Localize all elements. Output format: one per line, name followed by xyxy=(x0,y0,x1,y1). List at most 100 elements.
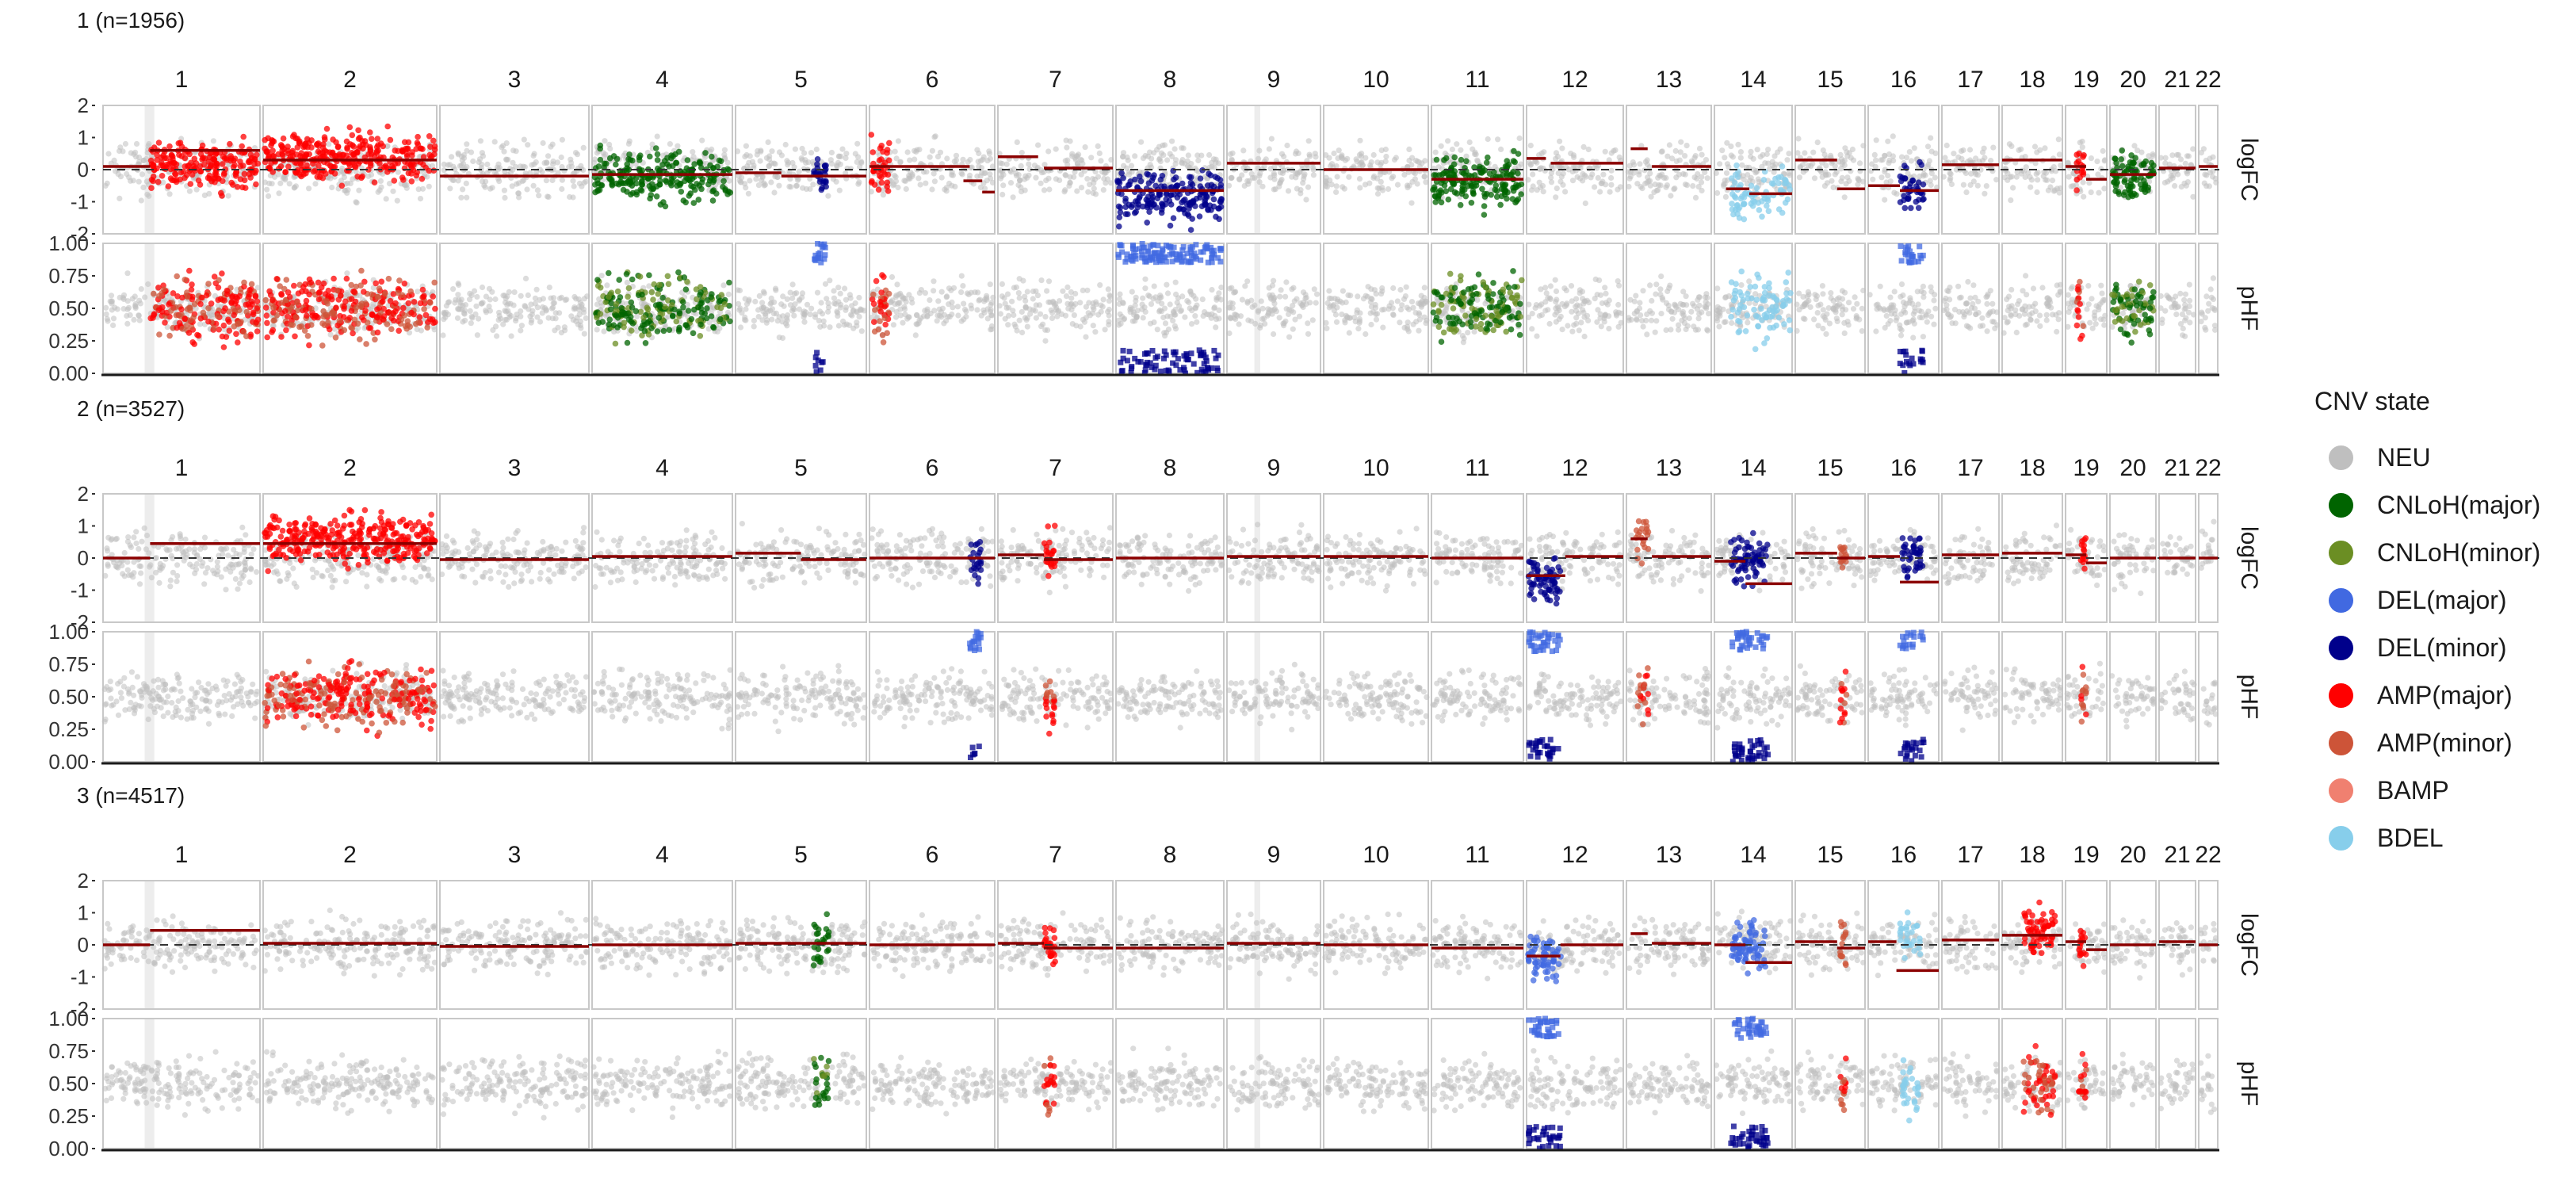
neu-point xyxy=(1016,276,1022,282)
neu-point xyxy=(768,160,774,166)
neu-point xyxy=(774,174,781,180)
cnv-point xyxy=(594,186,602,193)
neu-point xyxy=(1103,170,1109,176)
cnv-point xyxy=(338,182,346,189)
neu-point xyxy=(1723,170,1730,176)
neu-point xyxy=(2190,146,2196,152)
neu-point xyxy=(1038,180,1044,186)
neu-point xyxy=(1158,294,1164,300)
neu-point xyxy=(1634,181,1641,187)
neu-point xyxy=(462,302,469,308)
neu-point xyxy=(480,178,486,185)
neu-point xyxy=(751,323,757,330)
neu-point xyxy=(1331,150,1337,157)
neu-point xyxy=(950,172,956,178)
cnv-point xyxy=(868,132,875,138)
neu-point xyxy=(986,151,993,157)
neu-point xyxy=(1046,186,1053,193)
neu-point xyxy=(796,168,802,174)
cnv-point xyxy=(698,179,705,185)
cnv-point xyxy=(419,146,426,152)
neu-point xyxy=(1800,162,1806,168)
cnv-point xyxy=(178,143,185,150)
neu-point xyxy=(1267,166,1274,172)
cnv-point xyxy=(597,145,603,152)
neu-point xyxy=(1677,149,1684,155)
cnv-point xyxy=(1920,197,1926,203)
neu-point xyxy=(1890,133,1896,140)
neu-point xyxy=(1257,170,1263,177)
neu-point xyxy=(756,292,762,299)
neu-point xyxy=(491,139,498,145)
neu-point xyxy=(2018,146,2024,152)
cnv-point xyxy=(1458,156,1465,163)
neu-point xyxy=(1045,327,1051,334)
cnv-point xyxy=(201,155,208,162)
cnv-point xyxy=(197,168,204,174)
cnv-point xyxy=(657,201,664,208)
neu-point xyxy=(997,167,1004,174)
neu-point xyxy=(1979,149,1986,155)
neu-point xyxy=(559,136,566,143)
neu-point xyxy=(1530,171,1536,178)
neu-point xyxy=(1346,174,1352,180)
neu-point xyxy=(1091,185,1097,192)
cnv-point xyxy=(277,163,285,170)
cnv-point xyxy=(354,149,360,155)
cnv-point xyxy=(1470,190,1477,197)
neu-point xyxy=(2088,189,2094,196)
neu-point xyxy=(1132,153,1138,159)
neu-point xyxy=(531,161,537,167)
neu-point xyxy=(2165,178,2171,185)
neu-point xyxy=(2177,156,2184,162)
neu-point xyxy=(787,289,793,296)
cnv-point xyxy=(269,147,276,154)
neu-point xyxy=(604,282,610,289)
neu-point xyxy=(2042,177,2049,183)
neu-point xyxy=(1672,147,1679,154)
cnv-point xyxy=(415,141,422,148)
cnv-point xyxy=(319,144,327,151)
neu-point xyxy=(890,182,896,189)
cnv-point xyxy=(1483,159,1490,166)
chromosome-label: 6 xyxy=(926,67,939,93)
neu-point xyxy=(745,190,752,197)
neu-point xyxy=(559,163,565,170)
cnv-point xyxy=(690,200,698,206)
cnv-point xyxy=(1899,174,1905,181)
cnv-point xyxy=(1198,203,1206,210)
neu-point xyxy=(1002,300,1008,307)
neu-point xyxy=(1169,138,1175,144)
cnv-point xyxy=(1462,172,1470,179)
cnv-point xyxy=(1161,183,1168,189)
neu-point xyxy=(1947,175,1954,182)
neu-point xyxy=(1227,151,1233,158)
neu-point xyxy=(2034,149,2040,155)
neu-point xyxy=(1064,162,1071,168)
cnv-point xyxy=(1168,201,1175,208)
neu-point xyxy=(1026,161,1032,167)
cnv-point xyxy=(626,151,633,158)
neu-point xyxy=(537,319,544,325)
neu-point xyxy=(1690,183,1696,189)
cnv-point xyxy=(403,153,411,159)
neu-point xyxy=(1850,157,1857,163)
neu-point xyxy=(133,140,140,147)
neu-point xyxy=(1184,298,1191,304)
neu-point xyxy=(1298,187,1304,193)
cnv-point xyxy=(2141,162,2147,168)
cnv-point xyxy=(401,139,408,146)
neu-point xyxy=(1156,155,1163,162)
cnv-point xyxy=(1438,199,1445,206)
neu-point xyxy=(1035,142,1041,148)
neu-point xyxy=(950,304,956,311)
neu-point xyxy=(895,138,901,144)
neu-point xyxy=(1449,146,1455,153)
neu-point xyxy=(1244,178,1251,184)
neu-point xyxy=(707,148,713,155)
neu-point xyxy=(1802,150,1808,156)
neu-point xyxy=(790,305,797,312)
cnv-point xyxy=(1765,208,1772,215)
neu-point xyxy=(1142,308,1148,315)
neu-point xyxy=(771,189,778,196)
